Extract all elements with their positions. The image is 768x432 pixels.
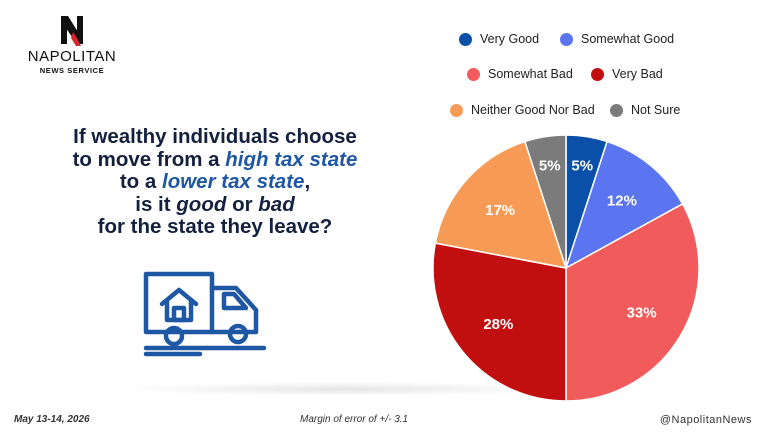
legend-swatch [610,103,623,117]
legend-swatch [459,32,472,46]
legend-item-very-bad: Very Bad [591,67,663,81]
pie-slice-somewhat-bad [565,202,700,402]
question-line-5: for the state they leave? [97,215,333,238]
question-line-2: to move from a high tax state [40,147,390,172]
moving-truck-house-icon [143,271,267,357]
legend-item-neither: Neither Good Nor Bad [450,103,595,117]
slice-value-label: 5% [539,158,561,175]
question-line-1: If wealthy individuals choose [73,125,357,148]
legend-swatch [591,67,604,81]
question-text: to move from a [72,147,226,171]
survey-date: May 13-14, 2026 [14,414,90,425]
legend-label: Very Good [480,32,540,46]
legend-label: Somewhat Bad [488,67,573,81]
question-emphasis-bad: bad [258,192,295,216]
legend-item-somewhat-bad: Somewhat Bad [467,67,573,81]
question-line-3: to a lower tax state, [40,170,390,194]
brand-logo: NAPOLITAN NEWS SERVICE [22,14,122,75]
legend-item-very-good: Very Good [459,32,539,46]
legend-label: Not Sure [631,103,681,117]
question-text: is it [135,192,177,216]
margin-of-error: Margin of error of +/- 3.1 [300,414,409,425]
legend-item-not-sure: Not Sure [610,103,680,117]
question-line-4: is it good or bad [40,192,390,217]
legend-swatch [450,103,463,117]
pie-slice-not-sure [523,134,567,269]
brand-subtitle: NEWS SERVICE [39,66,105,75]
legend-swatch [560,32,573,46]
legend-item-somewhat-good: Somewhat Good [560,32,674,46]
legend-label: Somewhat Good [581,32,675,46]
question-text: or [226,192,259,216]
pie-slice-somewhat-good [564,140,684,270]
question-emphasis-good: good [176,192,227,216]
question-emphasis-high-tax: high tax state [225,147,358,171]
pie-slice-very-bad [432,242,567,402]
pie-slice-neither-good-nor-bad [434,140,568,269]
question-emphasis-lower-tax: lower tax state [162,170,305,193]
question-text: to a [119,170,163,193]
brand-name: NAPOLITAN [27,48,117,65]
slice-value-label: 5% [571,158,593,175]
survey-question: If wealthy individuals choose to move fr… [40,125,390,239]
legend-label: Very Bad [612,67,663,81]
slice-value-label: 33% [627,305,657,322]
legend-swatch [467,67,480,81]
ground-shadow [118,382,568,396]
legend-label: Neither Good Nor Bad [471,103,595,117]
slice-value-label: 17% [485,202,515,219]
social-handle: @NapolitanNews [659,414,752,426]
slice-value-label: 12% [607,192,637,209]
question-text: , [304,170,311,193]
slice-value-label: 28% [483,316,513,333]
napolitan-n-logo-icon [61,16,83,46]
